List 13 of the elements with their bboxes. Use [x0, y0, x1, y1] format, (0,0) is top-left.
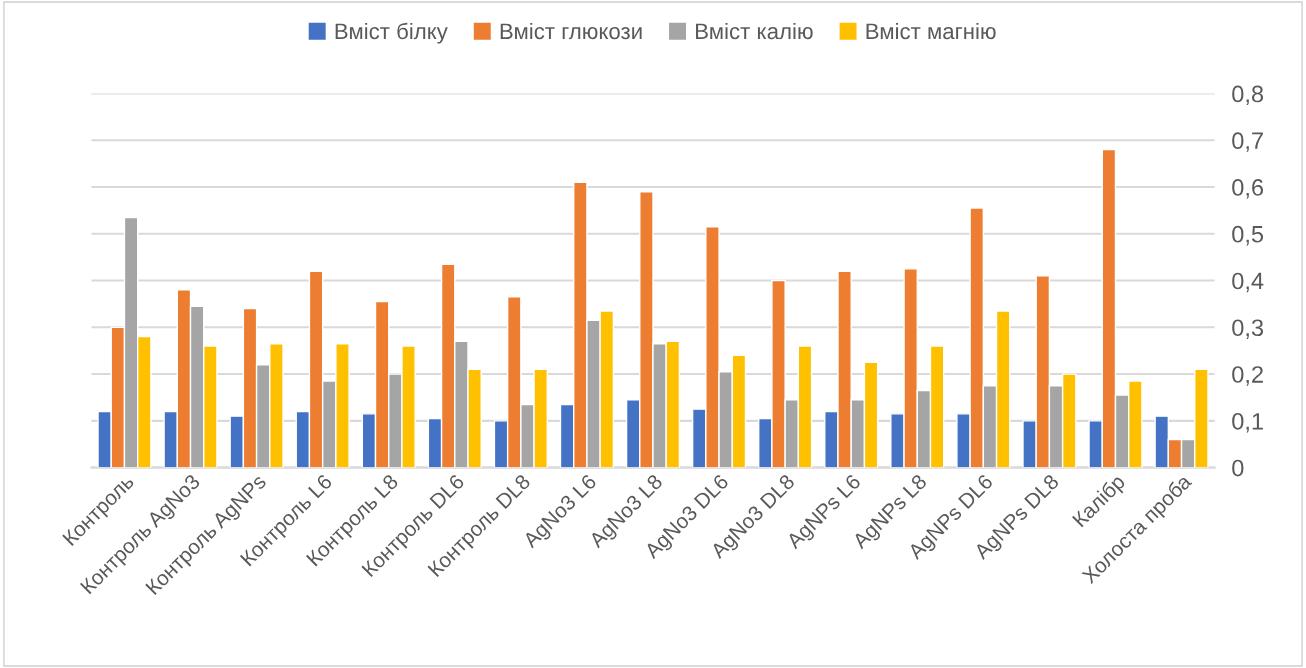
legend-label: Вміст калію [696, 22, 813, 40]
y-tick-label: 0,2 [1232, 366, 1263, 386]
legend-label: Вміст білку [335, 22, 448, 44]
y-tick-label: 0 [1232, 459, 1244, 477]
y-tick-label: 0,8 [1232, 85, 1264, 106]
y-tick-label: 0,3 [1232, 319, 1264, 339]
y-tick-label: 0,4 [1232, 272, 1264, 293]
y-tick-label: 0,6 [1232, 179, 1264, 199]
legend-label: Вміст магнію [866, 22, 996, 40]
y-tick-label: 0,5 [1232, 225, 1264, 246]
y-tick-label: 0,1 [1232, 412, 1263, 433]
y-tick-label: 0,7 [1232, 132, 1263, 152]
legend-label: Вміст глюкози [500, 22, 642, 40]
